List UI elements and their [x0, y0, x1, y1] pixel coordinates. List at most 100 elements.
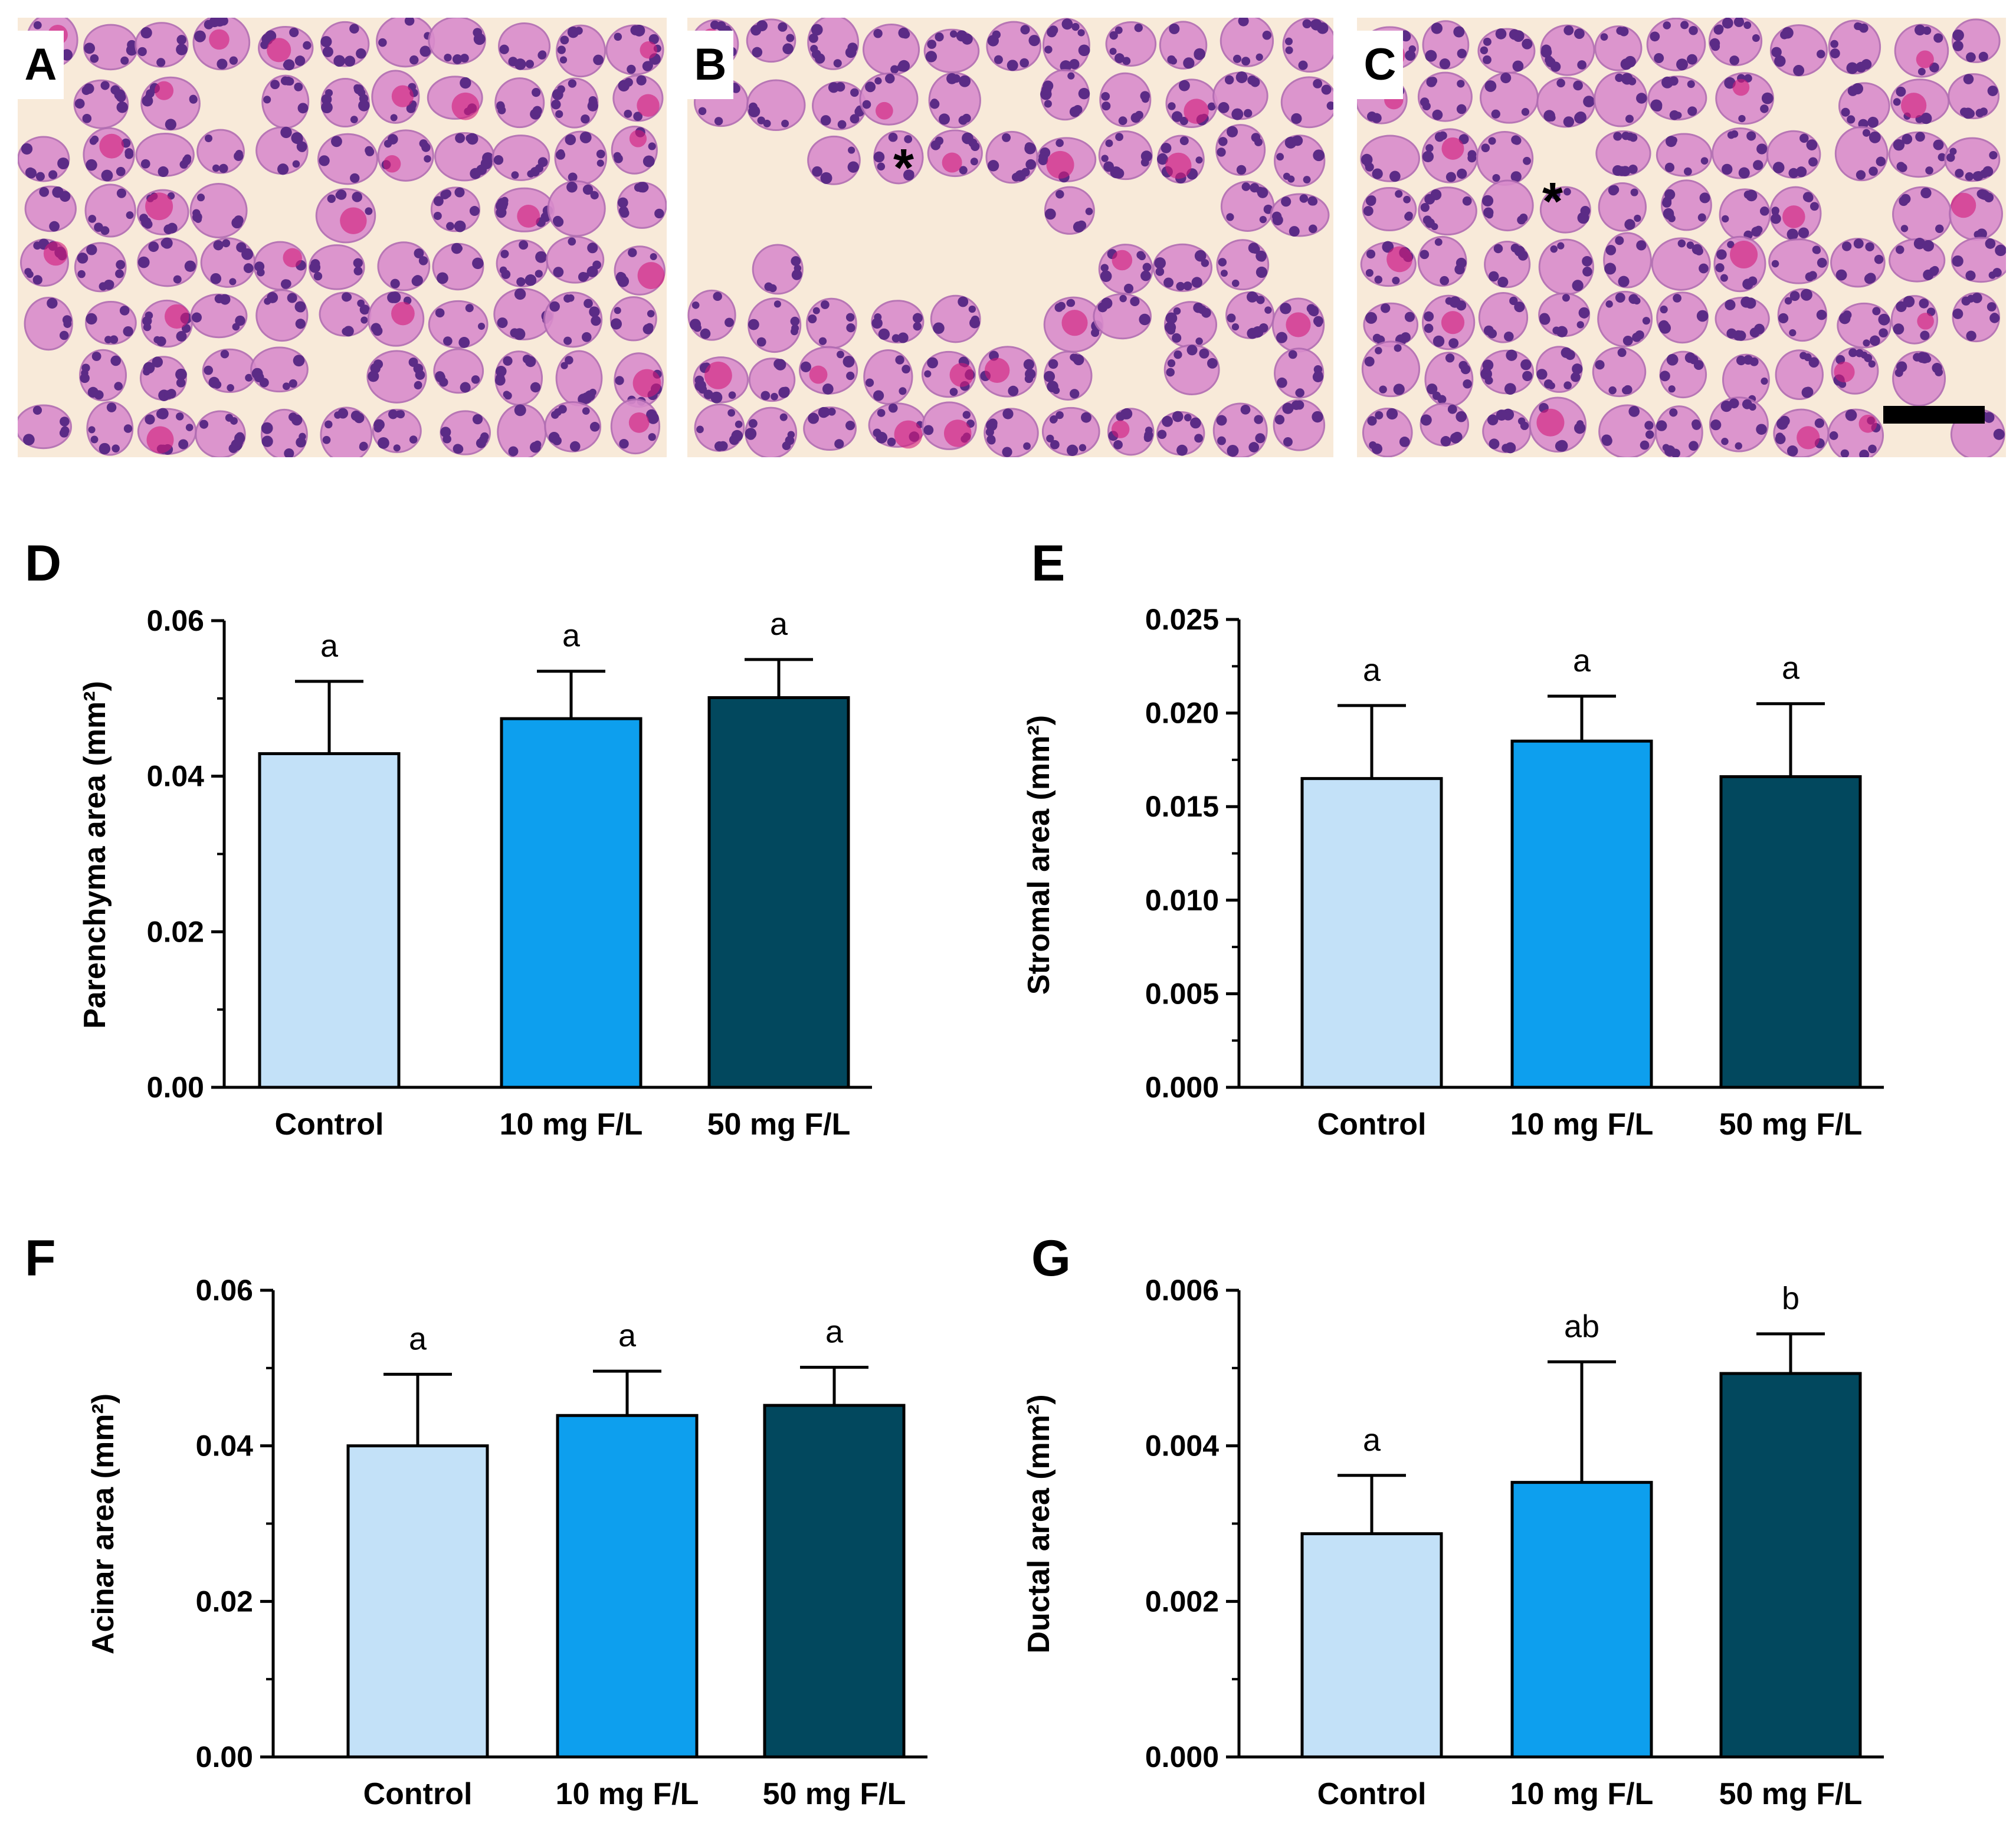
nucleus: [1364, 356, 1375, 367]
nucleus: [1077, 29, 1085, 37]
nucleus: [1663, 21, 1671, 29]
nucleus: [232, 323, 240, 331]
nucleus: [1573, 80, 1583, 91]
nucleus: [1543, 110, 1555, 122]
nucleus: [1048, 359, 1058, 369]
y-axis-label: Acinar area (mm²): [86, 1394, 120, 1654]
nucleus: [850, 114, 860, 124]
nucleus: [713, 291, 722, 301]
nucleus: [615, 376, 624, 385]
nucleus: [895, 355, 904, 365]
nucleus: [289, 27, 299, 37]
nucleus: [472, 257, 484, 270]
nucleus: [356, 48, 366, 59]
panel-label-d: D: [25, 535, 62, 592]
nucleus: [1995, 431, 2004, 440]
nucleus: [1920, 187, 1932, 199]
nucleus: [1440, 276, 1449, 286]
nucleus: [628, 248, 637, 257]
nucleus: [718, 441, 728, 451]
nucleus: [1367, 416, 1377, 426]
nucleus: [243, 263, 254, 273]
nucleus: [1830, 48, 1840, 58]
nucleus: [165, 119, 176, 130]
nucleus: [90, 389, 97, 396]
nucleus: [1242, 405, 1251, 414]
nucleus: [1720, 400, 1732, 412]
nucleus: [90, 435, 99, 444]
nucleus: [1179, 136, 1189, 146]
nucleus: [265, 30, 277, 42]
nucleus: [1838, 381, 1847, 388]
nucleus: [1517, 250, 1528, 261]
nucleus: [1952, 40, 1963, 51]
nucleus: [1489, 438, 1500, 450]
nucleus: [1176, 281, 1185, 291]
nucleus: [1563, 188, 1571, 196]
nucleus: [647, 412, 659, 424]
nucleus: [1869, 131, 1881, 143]
y-tick-label: 0.005: [1145, 977, 1219, 1010]
nucleus: [1686, 241, 1694, 249]
nucleus: [1420, 414, 1432, 426]
nucleus: [874, 77, 882, 85]
nucleus: [1184, 58, 1193, 68]
nucleus: [691, 301, 700, 309]
bar-chart-f: 0.00 0.02 0.04 0.06 Acinar area (mm²) a Contro…: [86, 1274, 927, 1811]
nucleus: [1862, 129, 1871, 137]
nucleus: [1154, 257, 1166, 269]
nucleus: [33, 21, 42, 29]
granule: [1834, 362, 1855, 383]
nucleus: [1780, 30, 1789, 40]
nucleus: [596, 149, 605, 159]
nucleus: [1615, 73, 1624, 83]
nucleus: [596, 159, 604, 167]
nucleus: [101, 169, 113, 182]
nucleus: [1044, 45, 1053, 54]
nucleus: [728, 391, 736, 399]
nucleus: [1101, 92, 1110, 101]
nucleus: [1863, 339, 1870, 347]
nucleus: [48, 170, 58, 179]
nucleus: [1496, 409, 1507, 421]
nucleus: [1995, 244, 2006, 257]
nucleus: [191, 312, 202, 323]
nucleus: [988, 418, 998, 428]
nucleus: [1431, 22, 1443, 34]
nucleus: [106, 402, 117, 412]
nucleus: [454, 220, 466, 232]
nucleus: [90, 54, 99, 63]
nucleus: [1307, 196, 1317, 206]
granule: [704, 361, 732, 389]
nucleus: [1295, 389, 1303, 397]
x-tick-label: Control: [275, 1107, 384, 1142]
nucleus: [1622, 335, 1633, 346]
nucleus: [282, 382, 290, 391]
nucleus: [387, 291, 399, 303]
bar: [1300, 777, 1443, 1089]
nucleus: [1386, 408, 1398, 420]
nucleus: [1014, 170, 1026, 182]
nucleus: [1978, 189, 1989, 200]
nucleus: [1979, 169, 1989, 178]
nucleus: [1023, 359, 1035, 370]
nucleus: [1743, 355, 1753, 365]
nucleus: [587, 242, 598, 254]
nucleus: [235, 315, 245, 326]
nucleus: [1578, 214, 1588, 224]
granule: [1732, 78, 1750, 96]
nucleus: [643, 155, 655, 168]
nucleus: [1876, 156, 1886, 166]
nucleus: [1952, 255, 1963, 267]
nucleus: [769, 284, 777, 293]
nucleus: [808, 314, 817, 324]
nucleus: [1425, 218, 1434, 228]
nucleus: [1217, 436, 1226, 445]
nucleus: [1919, 298, 1929, 309]
nucleus: [1495, 28, 1507, 40]
bar: [707, 696, 850, 1089]
nucleus: [1775, 432, 1784, 441]
nucleus: [1231, 108, 1244, 120]
panel-label-e: E: [1031, 535, 1066, 592]
nucleus: [21, 143, 33, 155]
